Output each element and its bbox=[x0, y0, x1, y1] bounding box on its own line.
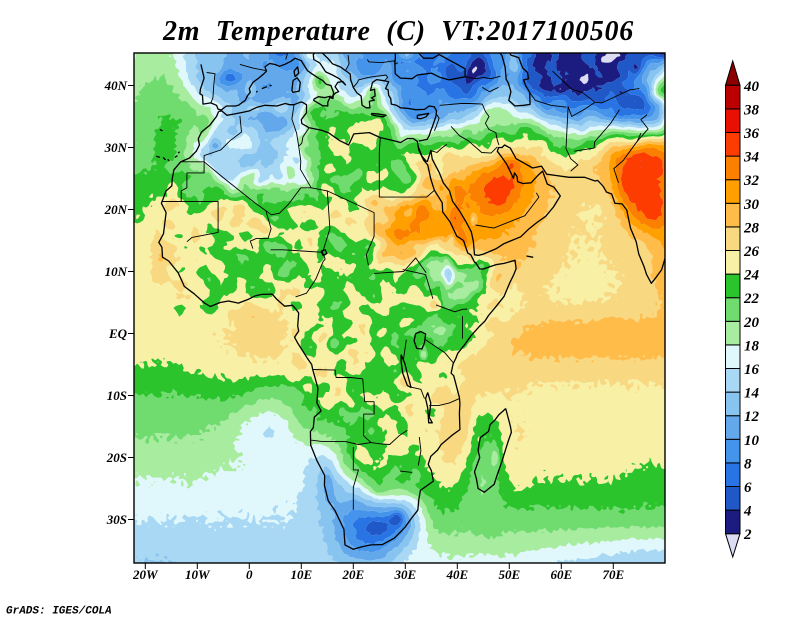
svg-text:10W: 10W bbox=[185, 567, 211, 582]
svg-text:EQ: EQ bbox=[108, 326, 128, 341]
svg-text:20W: 20W bbox=[132, 567, 159, 582]
svg-text:28: 28 bbox=[743, 220, 760, 236]
svg-text:10E: 10E bbox=[290, 567, 312, 582]
svg-text:6: 6 bbox=[744, 480, 752, 496]
svg-text:18: 18 bbox=[744, 338, 760, 354]
svg-text:20S: 20S bbox=[106, 450, 127, 465]
svg-text:16: 16 bbox=[744, 362, 760, 378]
svg-text:20: 20 bbox=[743, 315, 760, 331]
svg-text:10N: 10N bbox=[105, 264, 128, 279]
svg-text:24: 24 bbox=[743, 268, 760, 284]
svg-text:38: 38 bbox=[743, 102, 760, 118]
svg-text:30N: 30N bbox=[104, 140, 128, 155]
svg-text:14: 14 bbox=[744, 386, 760, 402]
svg-text:40: 40 bbox=[743, 79, 760, 95]
svg-text:GrADS: IGES/COLA: GrADS: IGES/COLA bbox=[6, 606, 112, 618]
svg-text:30S: 30S bbox=[106, 512, 127, 527]
svg-text:26: 26 bbox=[743, 244, 760, 260]
svg-text:22: 22 bbox=[743, 291, 760, 307]
svg-text:8: 8 bbox=[744, 456, 752, 472]
svg-text:2m Temperature (C) VT:20171: 2m Temperature (C) VT:2017100506 bbox=[162, 16, 634, 47]
svg-text:40N: 40N bbox=[104, 78, 128, 93]
svg-text:0: 0 bbox=[246, 567, 253, 582]
svg-text:20E: 20E bbox=[341, 567, 364, 582]
svg-text:50E: 50E bbox=[498, 567, 520, 582]
svg-text:30: 30 bbox=[743, 197, 760, 213]
svg-text:10S: 10S bbox=[107, 388, 127, 403]
svg-text:36: 36 bbox=[743, 126, 760, 142]
svg-text:10: 10 bbox=[744, 433, 760, 449]
svg-text:12: 12 bbox=[744, 409, 760, 425]
svg-text:30E: 30E bbox=[393, 567, 416, 582]
svg-text:60E: 60E bbox=[550, 567, 572, 582]
svg-text:40E: 40E bbox=[445, 567, 468, 582]
svg-text:70E: 70E bbox=[602, 567, 624, 582]
svg-text:20N: 20N bbox=[104, 202, 128, 217]
svg-text:2: 2 bbox=[743, 527, 752, 543]
svg-text:4: 4 bbox=[743, 504, 752, 520]
svg-text:32: 32 bbox=[743, 173, 760, 189]
svg-text:34: 34 bbox=[743, 150, 760, 166]
